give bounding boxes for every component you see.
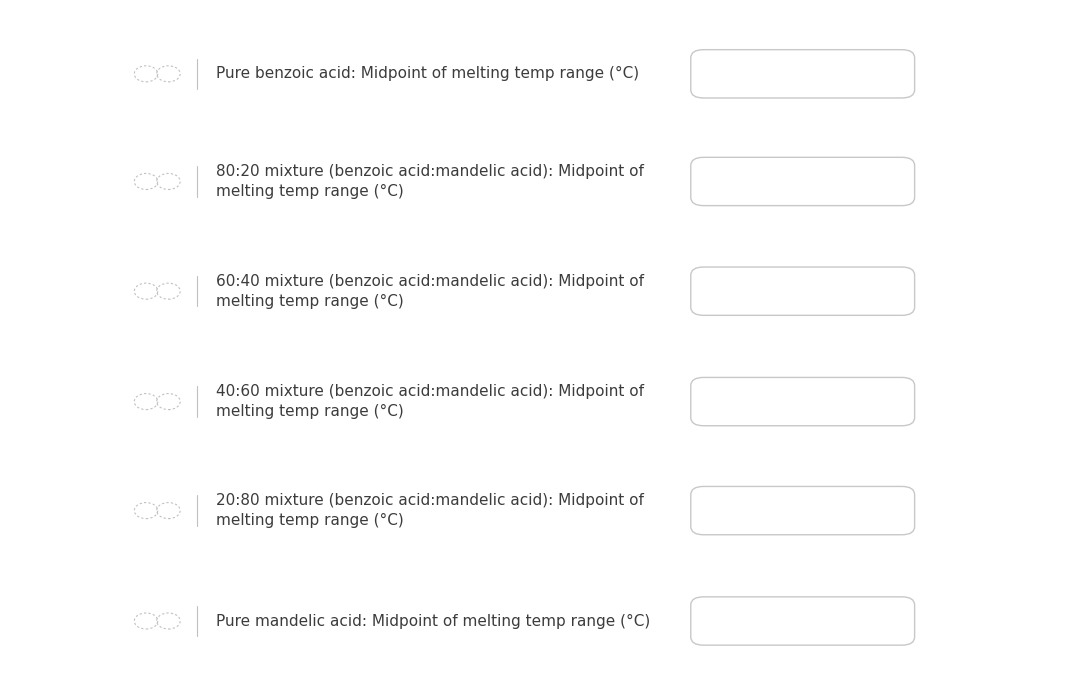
Text: 80:20 mixture (benzoic acid:mandelic acid): Midpoint of
melting temp range (°C): 80:20 mixture (benzoic acid:mandelic aci… [216, 164, 644, 199]
FancyBboxPatch shape [691, 50, 915, 98]
Text: Pure mandelic acid: Midpoint of melting temp range (°C): Pure mandelic acid: Midpoint of melting … [216, 613, 650, 629]
FancyBboxPatch shape [691, 267, 915, 315]
FancyBboxPatch shape [691, 486, 915, 535]
Text: 20:80 mixture (benzoic acid:mandelic acid): Midpoint of
melting temp range (°C): 20:80 mixture (benzoic acid:mandelic aci… [216, 493, 644, 528]
Text: 40:60 mixture (benzoic acid:mandelic acid): Midpoint of
melting temp range (°C): 40:60 mixture (benzoic acid:mandelic aci… [216, 384, 645, 419]
Text: 60:40 mixture (benzoic acid:mandelic acid): Midpoint of
melting temp range (°C): 60:40 mixture (benzoic acid:mandelic aci… [216, 274, 645, 308]
FancyBboxPatch shape [691, 377, 915, 426]
Text: Pure benzoic acid: Midpoint of melting temp range (°C): Pure benzoic acid: Midpoint of melting t… [216, 66, 640, 81]
FancyBboxPatch shape [691, 157, 915, 206]
FancyBboxPatch shape [691, 597, 915, 645]
